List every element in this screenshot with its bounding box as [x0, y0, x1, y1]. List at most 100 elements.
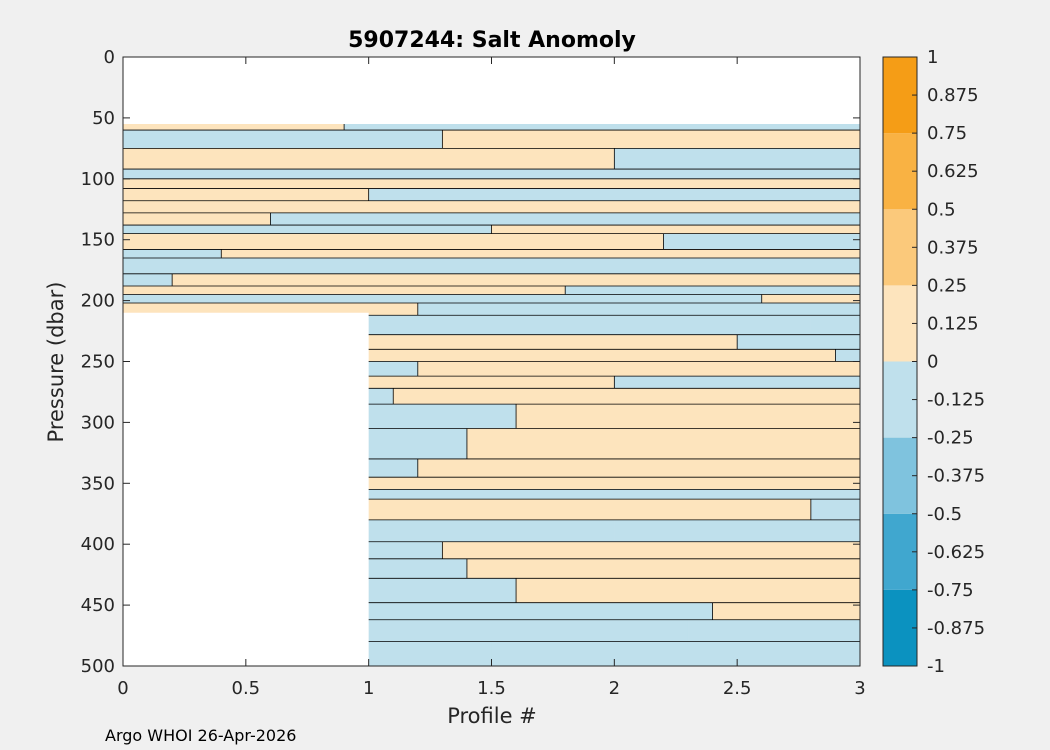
y-tick-label: 150 [81, 230, 115, 251]
colorbar: 1 0.875 0.75 0.625 0.5 0.375 0.25 0.125 0 -0.125 -… [882, 47, 985, 677]
anomaly-region [123, 212, 271, 226]
x-tick-label: 1.5 [477, 678, 506, 699]
anomaly-region [466, 428, 860, 460]
anomaly-region [171, 273, 860, 287]
y-axis: 0 50 100 150 200 250 300 350 400 450 500 [81, 47, 860, 677]
anomaly-region [761, 294, 860, 304]
anomaly-region [810, 178, 860, 189]
anomaly-region [761, 477, 860, 490]
x-tick-label: 3 [854, 678, 865, 699]
y-tick-label: 500 [81, 656, 115, 677]
anomaly-region [810, 315, 860, 335]
anomaly-region [614, 148, 860, 170]
anomaly-region [614, 200, 860, 214]
x-axis-label: Profile # [447, 704, 537, 728]
anomaly-region [270, 212, 860, 226]
chart-title: 5907244: Salt Anomoly [348, 28, 636, 53]
anomaly-region [123, 233, 664, 250]
x-tick-label: 0 [117, 678, 128, 699]
colorbar-tick-label: 0 [927, 352, 938, 373]
anomaly-region [687, 619, 860, 642]
x-axis: 0 0.5 1 1.5 2 2.5 3 [117, 57, 866, 699]
anomaly-region [515, 403, 860, 429]
anomaly-region [123, 273, 173, 287]
anomaly-region [491, 641, 860, 667]
colorbar-swatch [883, 589, 917, 666]
colorbar-tick-label: 0.25 [927, 275, 967, 296]
y-tick-label: 200 [81, 291, 115, 312]
x-tick-label: 2 [609, 678, 620, 699]
colorbar-tick-label: 0.75 [927, 123, 967, 144]
colorbar-tick-label: -0.625 [927, 542, 985, 563]
colorbar-tick-label: 0.5 [927, 199, 956, 220]
colorbar-tick-label: -0.875 [927, 618, 985, 639]
anomaly-region [123, 285, 566, 295]
anomaly-region [442, 129, 860, 149]
anomaly-region [123, 129, 443, 149]
anomaly-region [614, 375, 860, 389]
anomaly-region [491, 224, 860, 234]
anomaly-region [614, 519, 860, 542]
y-axis-label: Pressure (dbar) [44, 282, 68, 443]
anomaly-region [123, 294, 762, 304]
colorbar-tick-label: 1 [927, 47, 938, 68]
colorbar-swatch [883, 57, 917, 134]
anomaly-region [442, 541, 860, 560]
anomaly-region [123, 188, 369, 201]
colorbar-tick-label: 0.625 [927, 161, 979, 182]
colorbar-swatch [883, 209, 917, 286]
y-tick-label: 350 [81, 473, 115, 494]
anomaly-region [368, 188, 860, 201]
anomaly-region [565, 285, 860, 295]
anomaly-region [786, 489, 860, 500]
anomaly-region [221, 249, 860, 259]
anomaly-region [736, 334, 860, 350]
anomaly-region [343, 123, 860, 131]
footer-credit: Argo WHOI 26-Apr-2026 [105, 726, 296, 745]
colorbar-tick-label: 0.875 [927, 85, 979, 106]
anomaly-region [123, 224, 492, 234]
anomaly-region [123, 257, 713, 275]
y-tick-label: 0 [104, 47, 115, 68]
x-tick-label: 1 [363, 678, 374, 699]
colorbar-swatch [883, 133, 917, 210]
colorbar-swatch [883, 285, 917, 362]
y-tick-label: 400 [81, 534, 115, 555]
anomaly-region [712, 602, 860, 620]
colorbar-tick-label: -0.75 [927, 580, 974, 601]
anomaly-region [123, 200, 615, 214]
colorbar-tick-label: -0.125 [927, 390, 985, 411]
anomaly-region [663, 233, 860, 250]
anomaly-region [123, 148, 615, 170]
anomaly-region [123, 249, 222, 259]
y-tick-label: 100 [81, 169, 115, 190]
anomaly-region [417, 302, 860, 316]
y-tick-label: 450 [81, 595, 115, 616]
anomaly-region [835, 349, 860, 362]
x-tick-label: 2.5 [723, 678, 752, 699]
anomaly-region [712, 257, 860, 275]
colorbar-swatch [883, 513, 917, 590]
anomaly-region [417, 458, 860, 478]
colorbar-tick-label: 0.375 [927, 237, 979, 258]
plot-area [122, 56, 861, 667]
colorbar-tick-label: -0.5 [927, 504, 962, 525]
anomaly-region [393, 388, 860, 405]
anomaly-region [123, 123, 345, 131]
y-tick-label: 50 [92, 108, 115, 129]
anomaly-region [123, 178, 812, 189]
colorbar-tick-label: -0.375 [927, 466, 985, 487]
colorbar-tick-label: 0.125 [927, 313, 979, 334]
anomaly-region [810, 498, 860, 521]
colorbar-tick-label: -1 [927, 656, 945, 677]
anomaly-region [466, 558, 860, 579]
y-tick-label: 250 [81, 352, 115, 373]
y-tick-label: 300 [81, 412, 115, 433]
anomaly-region [417, 361, 860, 377]
colorbar-tick-label: -0.25 [927, 428, 974, 449]
x-tick-label: 0.5 [232, 678, 261, 699]
anomaly-region [515, 578, 860, 603]
colorbar-swatch [883, 361, 917, 438]
anomaly-region [196, 168, 860, 180]
